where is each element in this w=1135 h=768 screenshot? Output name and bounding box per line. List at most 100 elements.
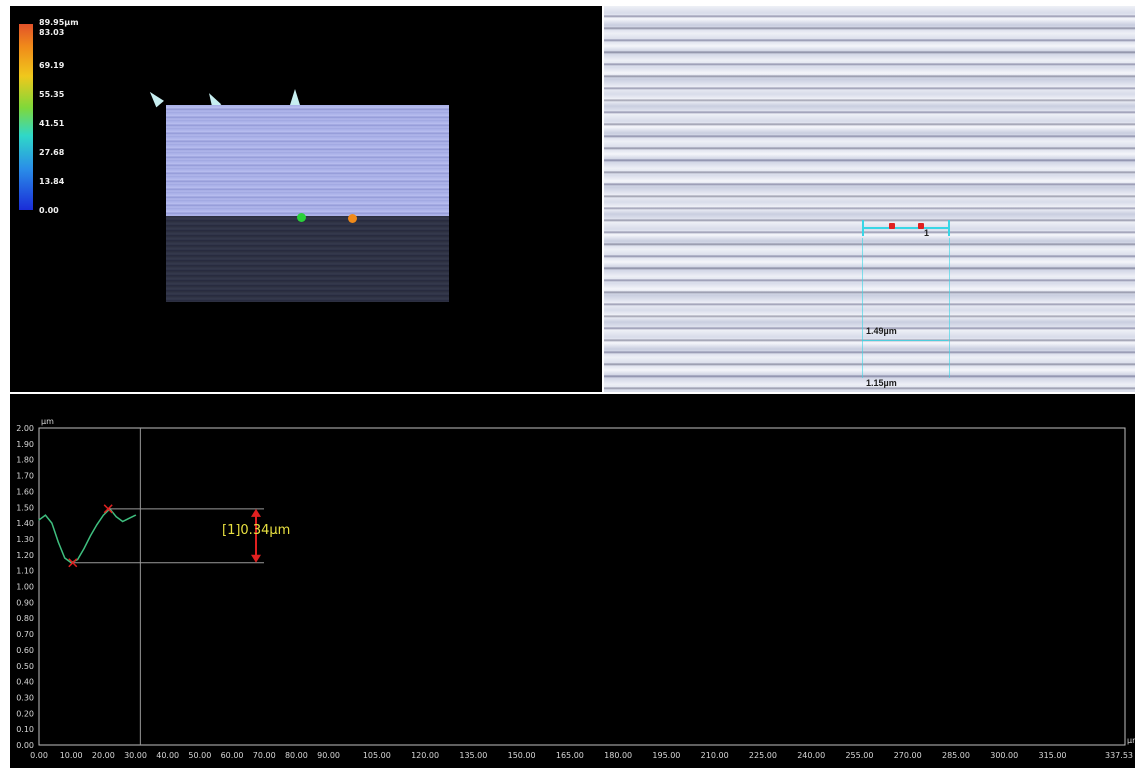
x-tick-label: 240.00 <box>797 751 825 760</box>
profile-point <box>44 514 47 516</box>
x-tick-label: 165.00 <box>556 751 584 760</box>
measurement-value-label: 1.49µm <box>866 326 897 336</box>
y-tick-label: 1.80 <box>16 456 34 465</box>
y-tick-label: 1.00 <box>16 583 34 592</box>
scale-label: 13.84 <box>39 177 65 186</box>
y-tick-label: 1.30 <box>16 535 34 544</box>
measurement-point-marker[interactable] <box>889 223 895 229</box>
microscope-image-pane[interactable]: 1 1.49µm 1.15µm <box>604 6 1135 392</box>
scale-label: 41.51 <box>39 119 65 128</box>
profile-point <box>64 557 66 559</box>
surface-peak <box>290 89 300 105</box>
profile-point <box>51 522 53 524</box>
measurement-value-label: 1.15µm <box>866 378 897 388</box>
profile-point <box>102 514 104 516</box>
scale-label: 83.03 <box>39 28 65 37</box>
profile-start-marker[interactable] <box>297 213 306 222</box>
x-tick-label: 300.00 <box>990 751 1018 760</box>
x-tick-label: 60.00 <box>221 751 244 760</box>
y-tick-label: 1.50 <box>16 503 34 512</box>
profile-point <box>83 547 85 550</box>
x-tick-label: 270.00 <box>894 751 922 760</box>
y-tick-label: 0.20 <box>16 709 34 718</box>
x-tick-label: 20.00 <box>92 751 115 760</box>
y-tick-label: 0.70 <box>16 630 34 639</box>
height-color-scale <box>19 24 33 210</box>
profile-point <box>128 517 130 519</box>
plot-frame <box>38 427 1126 746</box>
x-tick-label: 337.53 <box>1105 751 1133 760</box>
x-tick-label: 285.00 <box>942 751 970 760</box>
3d-surface-top[interactable] <box>166 105 449 216</box>
profile-line <box>38 507 136 564</box>
x-tick-label: 180.00 <box>604 751 632 760</box>
measurement-line[interactable] <box>862 227 950 229</box>
measurement-guide-line <box>862 340 948 341</box>
measurement-arrow-head-down <box>251 554 261 563</box>
x-tick-label: 90.00 <box>317 751 340 760</box>
x-tick-label: 50.00 <box>188 751 211 760</box>
scale-label: 27.68 <box>39 148 65 157</box>
y-tick-label: 1.40 <box>16 519 34 528</box>
3d-view-pane[interactable]: 89.95µm 83.03 69.19 55.35 41.51 27.68 13… <box>10 6 602 392</box>
scale-label-min: 0.00 <box>39 206 59 215</box>
measurement-low-marker[interactable] <box>68 558 78 568</box>
measurement-line-handle[interactable] <box>862 220 864 236</box>
measurement-index-label: 1 <box>924 228 930 238</box>
y-tick-label: 0.40 <box>16 678 34 687</box>
x-unit-label: µm <box>1127 736 1135 745</box>
profile-point <box>115 516 117 518</box>
profile-point <box>89 535 92 537</box>
profile-point <box>122 520 124 523</box>
3d-surface-side <box>166 216 449 302</box>
x-tick-label: 80.00 <box>285 751 308 760</box>
scale-label-max: 89.95µm <box>39 18 79 27</box>
profile-chart[interactable]: 2.00 1.90 1.80 1.70 1.60 1.50 1.40 1.30 1.20 1.10… <box>10 394 1135 768</box>
x-tick-label: 70.00 <box>253 751 276 760</box>
optical-image <box>604 6 1135 392</box>
profile-point <box>57 541 59 543</box>
profile-point <box>96 524 98 526</box>
y-tick-label: 0.90 <box>16 598 34 607</box>
x-tick-label: 315.00 <box>1039 751 1067 760</box>
profile-point <box>38 519 40 521</box>
x-tick-label: 210.00 <box>701 751 729 760</box>
marker-stroke <box>103 504 113 514</box>
y-tick-label: 1.20 <box>16 551 34 560</box>
measurement-callout-label: [1]0.34µm <box>222 523 290 538</box>
measurement-line-handle[interactable] <box>948 220 950 236</box>
marker-stroke <box>68 558 78 568</box>
measurement-point-marker[interactable] <box>918 223 924 229</box>
y-tick-label: 0.60 <box>16 646 34 655</box>
measurement-guide <box>862 238 950 378</box>
x-tick-label: 0.00 <box>30 751 48 760</box>
measurement-arrow-head-up <box>251 508 261 517</box>
y-unit-label: µm <box>41 417 54 426</box>
profile-end-marker[interactable] <box>348 214 357 223</box>
profile-chart-pane[interactable]: 2.00 1.90 1.80 1.70 1.60 1.50 1.40 1.30 1.20 1.10… <box>10 394 1135 768</box>
y-tick-label: 0.30 <box>16 693 34 702</box>
x-tick-label: 255.00 <box>845 751 873 760</box>
x-tick-label: 120.00 <box>411 751 439 760</box>
y-tick-label: 1.10 <box>16 567 34 576</box>
x-tick-label: 10.00 <box>60 751 83 760</box>
y-tick-label: 1.70 <box>16 472 34 481</box>
y-tick-label: 0.80 <box>16 614 34 623</box>
scale-label: 69.19 <box>39 61 65 70</box>
profile-point <box>134 514 137 516</box>
x-tick-label: 40.00 <box>156 751 179 760</box>
y-tick-label: 1.90 <box>16 440 34 449</box>
y-tick-label: 2.00 <box>16 424 34 433</box>
measurement-high-marker[interactable] <box>103 504 113 514</box>
surface-peak <box>146 88 164 108</box>
scale-label: 55.35 <box>39 90 65 99</box>
y-tick-label: 0.10 <box>16 725 34 734</box>
x-tick-label: 135.00 <box>459 751 487 760</box>
y-tick-label: 0.00 <box>16 741 34 750</box>
y-tick-label: 1.60 <box>16 487 34 496</box>
x-tick-label: 30.00 <box>124 751 147 760</box>
x-tick-label: 195.00 <box>652 751 680 760</box>
y-tick-label: 0.50 <box>16 662 34 671</box>
x-tick-label: 150.00 <box>508 751 536 760</box>
